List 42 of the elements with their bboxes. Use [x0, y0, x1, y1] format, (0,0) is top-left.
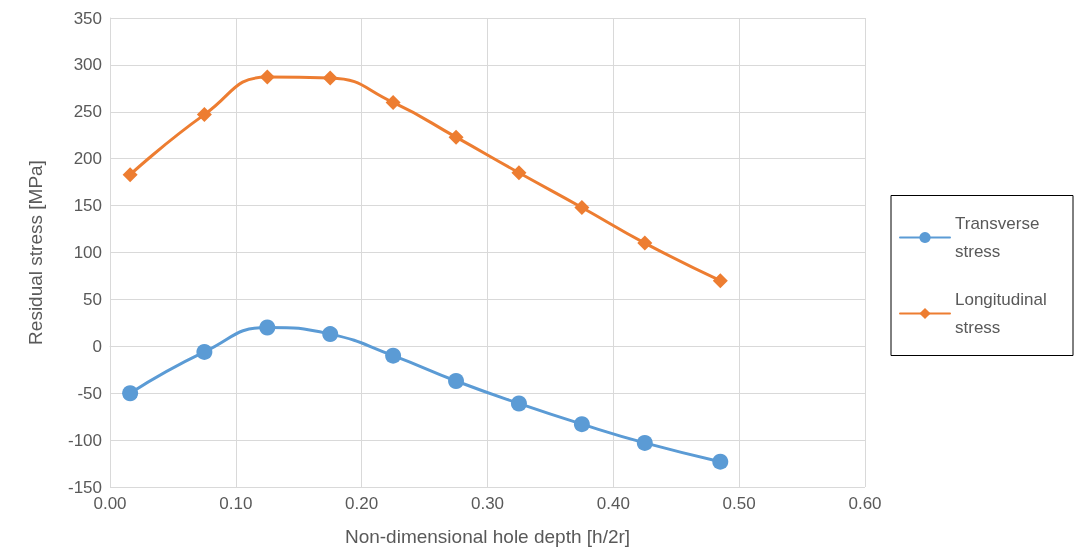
y-tick-label: 150	[73, 196, 102, 216]
point	[712, 453, 729, 470]
point	[196, 107, 212, 123]
point	[511, 165, 527, 181]
point	[196, 343, 213, 360]
x-tick-label: 0.00	[93, 494, 127, 513]
y-tick-label: -100	[67, 430, 102, 450]
y-tick-label: 0	[92, 336, 102, 356]
x-tick-label: 0.50	[722, 494, 756, 513]
x-tick-label: 0.10	[219, 494, 253, 513]
y-tick-label: 350	[73, 8, 102, 28]
point	[636, 434, 653, 451]
y-tick-label: 200	[73, 149, 102, 169]
x-tick-label: 0.40	[596, 494, 630, 513]
point	[322, 70, 338, 86]
y-axis-title: Residual stress [MPa]	[25, 160, 46, 345]
y-tick-label: 100	[73, 243, 102, 262]
legend-label: Transverse stress	[955, 214, 1045, 261]
point	[448, 373, 465, 389]
point	[122, 385, 139, 402]
y-tick-label: 50	[83, 289, 102, 309]
point	[573, 416, 590, 433]
point	[385, 347, 402, 364]
point	[712, 273, 728, 289]
point	[385, 94, 401, 110]
point	[448, 129, 464, 145]
point	[259, 69, 275, 85]
point	[574, 199, 590, 215]
y-tick-label: -50	[77, 383, 102, 403]
point	[259, 319, 276, 336]
point	[510, 395, 527, 412]
y-tick-label: -150	[67, 477, 102, 497]
legend-label: Longitudinal stress	[955, 290, 1052, 337]
x-tick-label: 0.60	[848, 494, 882, 513]
point	[637, 235, 653, 251]
x-tick-label: 0.30	[470, 494, 505, 513]
y-tick-label: 300	[73, 55, 102, 75]
point	[322, 326, 339, 343]
x-axis-title: Non-dimensional hole depth [h/2r]	[344, 526, 631, 547]
y-tick-label: 250	[73, 102, 102, 122]
x-tick-label: 0.20	[345, 494, 379, 513]
point	[122, 167, 138, 183]
